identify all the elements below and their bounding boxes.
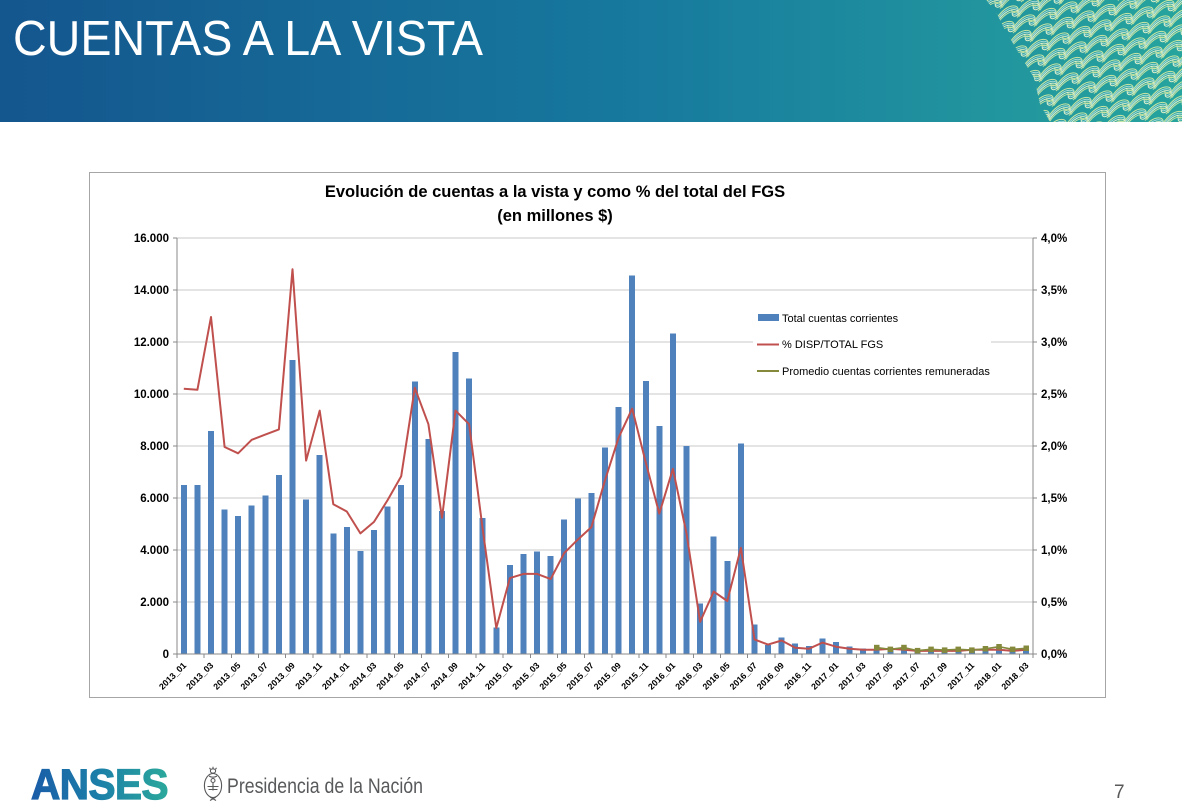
svg-text:1,5%: 1,5% <box>1041 493 1067 505</box>
svg-text:2.000: 2.000 <box>140 597 169 609</box>
svg-text:12.000: 12.000 <box>134 337 169 349</box>
svg-text:CUENTAS A LA VISTA: CUENTAS A LA VISTA <box>13 11 483 66</box>
svg-text:10.000: 10.000 <box>134 389 169 401</box>
svg-text:3,0%: 3,0% <box>1041 337 1067 349</box>
svg-text:2,5%: 2,5% <box>1041 389 1067 401</box>
svg-text:Evolución de cuentas a la vist: Evolución de cuentas a la vista y como %… <box>325 183 785 201</box>
svg-text:Total cuentas corrientes: Total cuentas corrientes <box>782 313 899 325</box>
svg-text:0,0%: 0,0% <box>1041 649 1067 661</box>
svg-text:(en millones $): (en millones $) <box>497 207 613 225</box>
svg-text:8.000: 8.000 <box>140 441 169 453</box>
svg-text:0,5%: 0,5% <box>1041 597 1067 609</box>
svg-text:Presidencia de la Nación: Presidencia de la Nación <box>227 774 423 798</box>
svg-text:0: 0 <box>163 649 169 661</box>
svg-text:% DISP/TOTAL FGS: % DISP/TOTAL FGS <box>782 339 883 351</box>
svg-text:6.000: 6.000 <box>140 493 169 505</box>
svg-text:ANSES: ANSES <box>31 761 168 809</box>
svg-text:4,0%: 4,0% <box>1041 233 1067 245</box>
svg-text:16.000: 16.000 <box>134 233 169 245</box>
svg-text:4.000: 4.000 <box>140 545 169 557</box>
svg-text:7: 7 <box>1114 782 1125 803</box>
svg-text:Promedio cuentas corrientes re: Promedio cuentas corrientes remuneradas <box>782 366 990 378</box>
svg-text:3,5%: 3,5% <box>1041 285 1067 297</box>
svg-text:2,0%: 2,0% <box>1041 441 1067 453</box>
svg-text:1,0%: 1,0% <box>1041 545 1067 557</box>
svg-text:14.000: 14.000 <box>134 285 169 297</box>
